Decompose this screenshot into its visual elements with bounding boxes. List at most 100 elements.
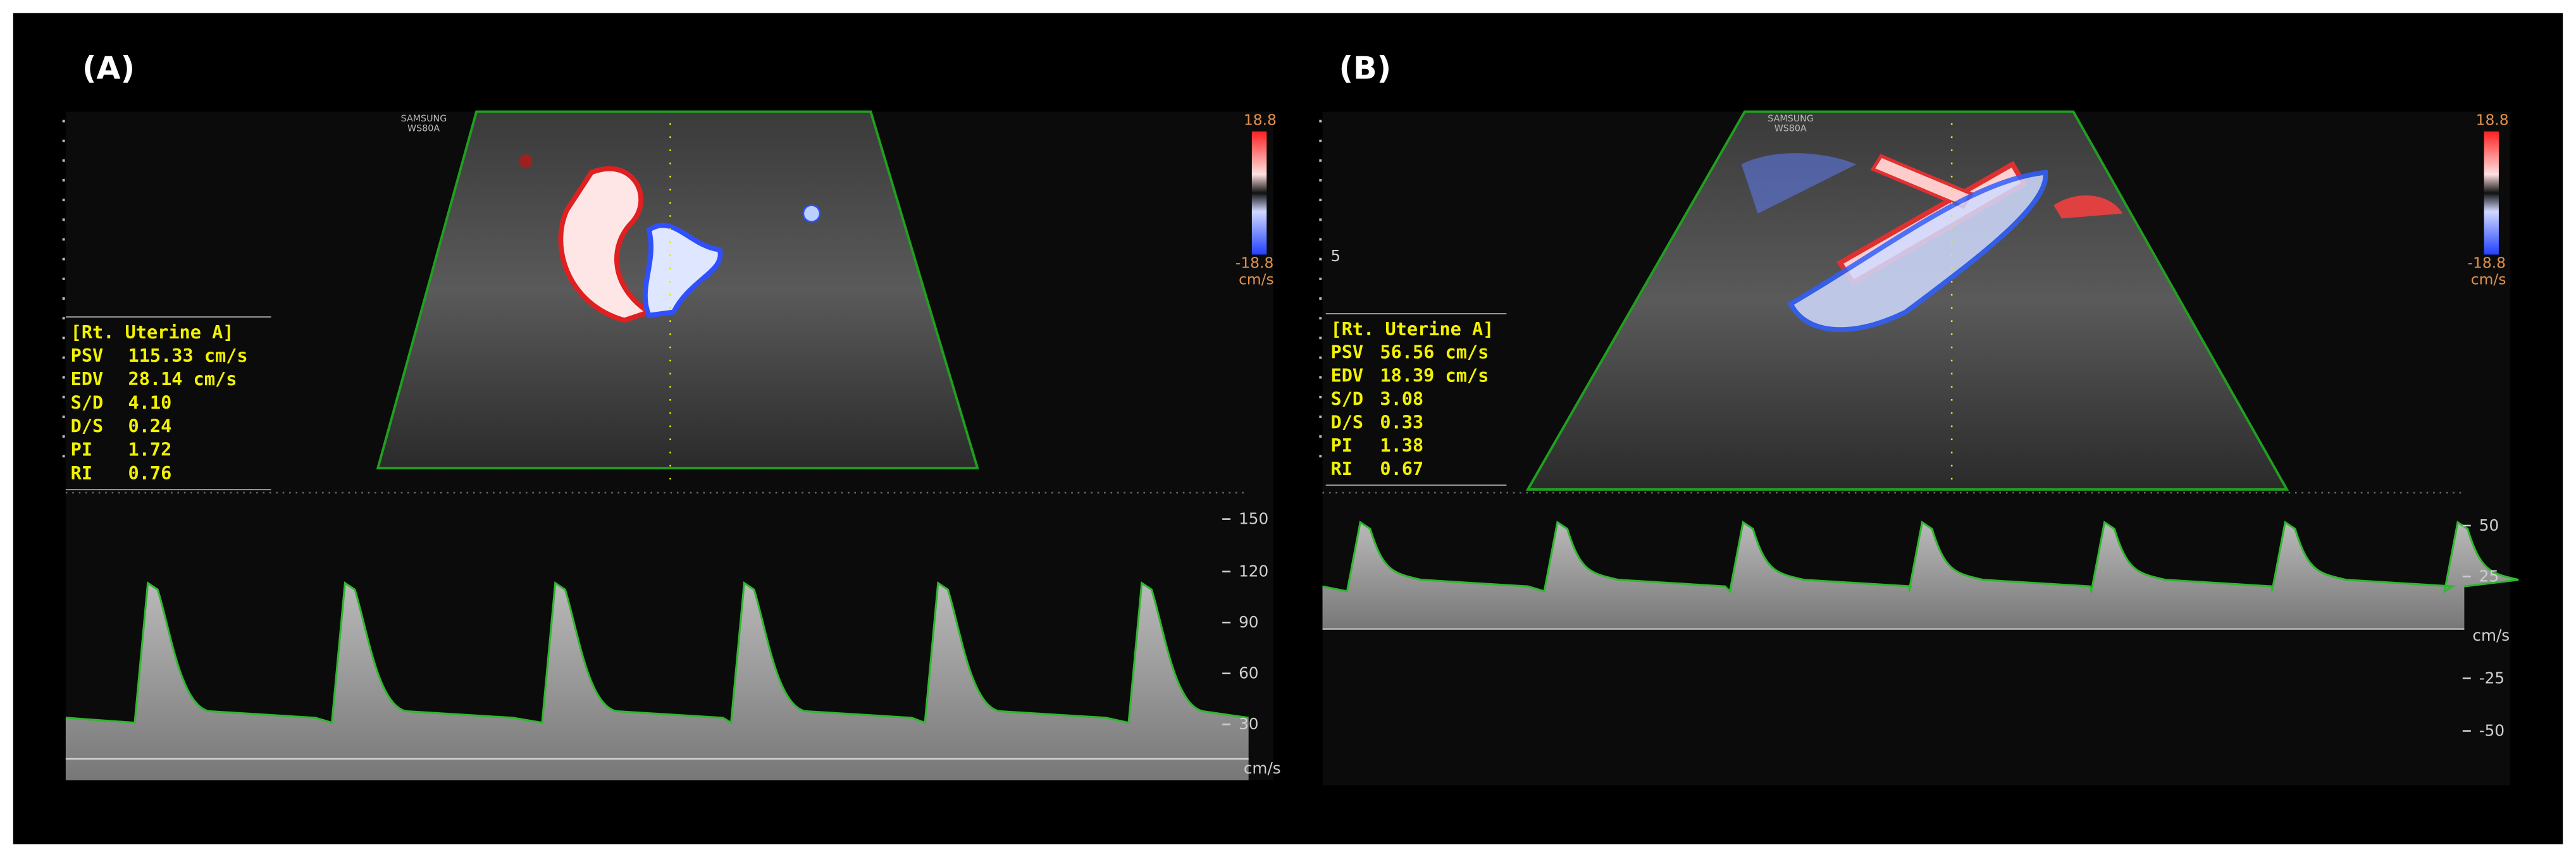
meas-name: S/D [1331,388,1364,409]
meas-name: D/S [71,416,104,437]
depth-dot [62,376,65,379]
flow-blue [1741,153,1857,214]
model: WS80A [407,124,440,134]
velocity-tick-label: 90 [1239,613,1258,631]
meas-name: PI [71,439,92,460]
model: WS80A [1774,124,1807,134]
depth-dot [1319,395,1322,398]
flow-dot [802,204,821,223]
meas-value: 28.14 cm/s [128,368,237,390]
flow-blue [643,223,723,318]
meas-name: PSV [1331,342,1364,363]
panel-label: (B) [1339,50,1392,87]
spectrum-envelope [1322,521,2519,596]
velocity-tick-label: 150 [1239,509,1268,527]
velocity-tick-label: 60 [1239,664,1258,682]
depth-dot [1319,277,1322,280]
depth-label: 5 [1331,247,1341,265]
meas-value: 3.08 [1380,388,1423,409]
depth-dot [62,317,65,320]
meas-value: 115.33 cm/s [128,345,248,366]
depth-dot [62,297,65,300]
depth-dot [1319,179,1322,182]
depth-dot [1319,159,1322,162]
color-scale-min: -18.8 [1235,254,1273,271]
meas-name: PSV [71,345,104,366]
color-scale-unit: cm/s [2471,270,2506,288]
depth-dot [62,336,65,340]
depth-dot [62,455,65,458]
velocity-tick-label: -25 [2479,669,2505,687]
spectrum-fill [1322,522,2519,629]
velocity-tick-label: 120 [1239,562,1268,581]
spectrum-fill [65,583,1249,780]
meas-value: 1.72 [128,439,172,460]
velocity-tick-label: -50 [2479,721,2505,739]
depth-dot [62,238,65,241]
depth-dot [1319,297,1322,300]
depth-dot [1319,435,1322,438]
meas-value: 0.76 [128,462,172,484]
meas-value: 18.39 cm/s [1380,365,1489,386]
depth-dot [62,277,65,280]
color-scale-unit: cm/s [1239,270,1274,288]
depth-dot [1319,257,1322,261]
flow-dot [519,154,533,168]
velocity-tick-label: 30 [1239,715,1258,733]
depth-dot [62,159,65,162]
color-scale-max: 18.8 [1244,111,1277,128]
velocity-unit: cm/s [1244,759,1281,777]
depth-dot [1319,199,1322,202]
meas-value: 56.56 cm/s [1380,342,1489,363]
depth-dot [62,416,65,418]
depth-dot [1319,218,1322,221]
meas-value: 0.67 [1380,458,1423,479]
depth-dot [62,139,65,142]
depth-dot [1319,317,1322,320]
meas-value: 4.10 [128,392,172,413]
vessel-label: [Rt. Uterine A] [1331,318,1494,340]
meas-name: PI [1331,435,1353,456]
depth-dot [1319,455,1322,458]
flow-blue [1787,170,2048,333]
depth-dot [62,218,65,221]
color-scale-max: 18.8 [2476,111,2509,128]
meas-name: EDV [1331,365,1364,386]
color-bar [1251,131,1267,255]
velocity-tick-label: 50 [2479,516,2499,534]
depth-dot [1319,376,1322,379]
depth-dot [62,435,65,438]
depth-dot [1319,356,1322,359]
panel-label: (A) [82,50,135,87]
meas-name: S/D [71,392,104,413]
depth-dot [62,179,65,182]
meas-name: RI [1331,458,1353,479]
depth-dot [62,395,65,398]
depth-dot [1319,416,1322,418]
depth-dot [1319,238,1322,241]
brand: SAMSUNG [1768,114,1814,124]
meas-name: RI [71,462,92,484]
brand: SAMSUNG [401,114,447,124]
depth-dot [62,120,65,123]
meas-value: 0.33 [1380,411,1423,433]
color-scale-min: -18.8 [2468,254,2506,271]
color-bar [2484,131,2499,255]
meas-value: 0.24 [128,416,172,437]
vessel-label: [Rt. Uterine A] [71,321,234,343]
spectrum-envelope [65,581,1249,725]
flow-red [558,166,655,323]
velocity-tick-label: 25 [2479,567,2499,585]
meas-name: D/S [1331,411,1364,433]
meas-value: 1.38 [1380,435,1423,456]
depth-dot [1319,336,1322,340]
depth-dot [1319,139,1322,142]
meas-name: EDV [71,368,104,390]
depth-dot [1319,120,1322,123]
depth-dot [62,257,65,261]
depth-dot [62,199,65,202]
flow-red [2053,195,2123,219]
